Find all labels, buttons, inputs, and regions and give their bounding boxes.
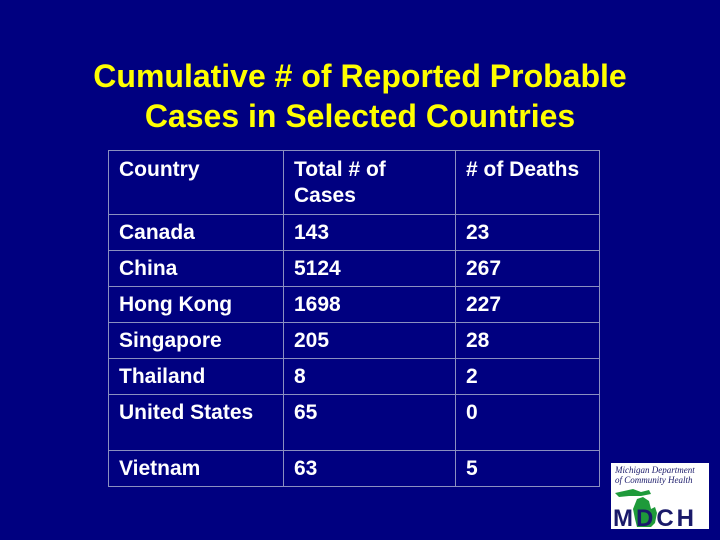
cell-deaths: 227 — [455, 286, 600, 323]
title-line-1: Cumulative # of Reported Probable — [93, 58, 627, 94]
cell-country: Canada — [108, 214, 284, 251]
cell-country: United States — [108, 394, 284, 451]
header-deaths: # of Deaths — [455, 150, 600, 215]
cell-cases: 205 — [283, 322, 456, 359]
cases-table: Country Total # of Cases # of Deaths Can… — [108, 150, 600, 487]
mdch-logo: MDCH Michigan Department of Community He… — [611, 463, 709, 529]
cell-cases: 65 — [283, 394, 456, 451]
logo-caption-line-2: of Community Health — [615, 475, 693, 485]
table-row: Hong Kong 1698 227 — [108, 286, 600, 323]
table-row: Singapore 205 28 — [108, 322, 600, 359]
cell-country: China — [108, 250, 284, 287]
header-total-cases-line-1: Total # of — [294, 158, 386, 181]
title-line-2: Cases in Selected Countries — [144, 98, 576, 134]
logo-letters: MDCH — [613, 505, 697, 529]
table-row: China 5124 267 — [108, 250, 600, 287]
cell-deaths: 2 — [455, 358, 600, 395]
michigan-map-icon: MDCH — [613, 489, 697, 529]
cell-deaths: 23 — [455, 214, 600, 251]
cell-deaths: 5 — [455, 450, 600, 487]
cell-country: Vietnam — [108, 450, 284, 487]
table-header-row: Country Total # of Cases # of Deaths — [108, 150, 600, 215]
cell-cases: 63 — [283, 450, 456, 487]
table-row: Canada 143 23 — [108, 214, 600, 251]
logo-caption-line-1: Michigan Department — [615, 465, 695, 475]
cell-cases: 143 — [283, 214, 456, 251]
cell-country: Thailand — [108, 358, 284, 395]
cell-deaths: 267 — [455, 250, 600, 287]
cell-deaths: 0 — [455, 394, 600, 451]
header-total-cases-line-2: Cases — [294, 184, 356, 207]
slide-title: Cumulative # of Reported Probable Cases … — [0, 56, 720, 136]
table-row: Vietnam 63 5 — [108, 450, 600, 487]
header-total-cases: Total # of Cases — [283, 150, 456, 215]
table-row: United States 65 0 — [108, 394, 600, 451]
cell-cases: 1698 — [283, 286, 456, 323]
cell-cases: 8 — [283, 358, 456, 395]
header-country: Country — [108, 150, 284, 215]
cell-cases: 5124 — [283, 250, 456, 287]
cell-deaths: 28 — [455, 322, 600, 359]
table-row: Thailand 8 2 — [108, 358, 600, 395]
logo-caption: Michigan Department of Community Health — [615, 465, 707, 485]
cell-country: Hong Kong — [108, 286, 284, 323]
cell-country: Singapore — [108, 322, 284, 359]
